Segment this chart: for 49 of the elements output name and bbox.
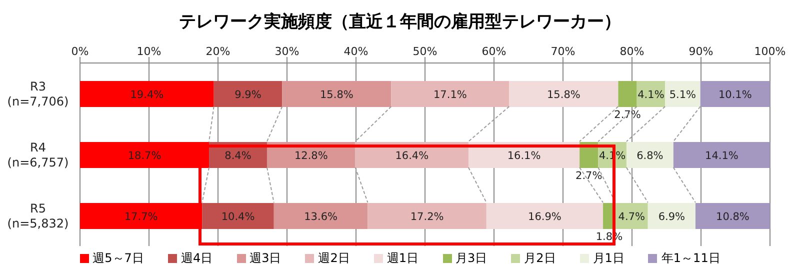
data-label: 17.1% — [434, 89, 467, 101]
data-label: 15.8% — [320, 89, 354, 101]
data-label: 10.8% — [716, 211, 750, 223]
x-tick-label: 30% — [274, 45, 300, 58]
y-tick-label: R5 (n=5,832) — [7, 202, 69, 230]
data-label: 8.4% — [224, 150, 252, 162]
legend-label: 月1日 — [592, 250, 624, 267]
legend-label: 週1日 — [386, 250, 418, 267]
x-tick-label: 90% — [688, 45, 714, 58]
legend-label: 週4日 — [180, 250, 213, 267]
x-tick-label: 10% — [136, 45, 162, 58]
data-label: 17.2% — [410, 211, 444, 223]
data-label: 2.7% — [576, 170, 602, 182]
data-label: 15.8% — [547, 89, 580, 101]
data-label: 16.4% — [395, 150, 429, 162]
data-label: 6.8% — [636, 150, 664, 162]
data-label: 17.7% — [124, 211, 158, 223]
data-label: 9.9% — [234, 89, 262, 101]
legend-label: 年1～11日 — [660, 250, 720, 267]
data-label: 12.8% — [294, 150, 328, 162]
x-tick-label: 100% — [754, 45, 786, 58]
data-label: 10.1% — [718, 89, 752, 101]
legend-label: 月3日 — [454, 250, 488, 267]
legend-label: 週2日 — [317, 250, 350, 267]
x-tick-label: 20% — [206, 45, 230, 58]
x-tick-label: 0% — [71, 45, 89, 58]
data-label: 6.9% — [658, 211, 686, 223]
data-label: 14.1% — [705, 150, 738, 162]
x-tick-label: 50% — [412, 45, 438, 58]
x-tick-label: 80% — [620, 45, 644, 58]
y-tick-label: R3 (n=7,706) — [7, 80, 69, 108]
chart-title: テレワーク実施頻度（直近１年間の雇用型テレワーカー） — [178, 11, 622, 34]
data-label: 4.7% — [618, 211, 646, 223]
legend-label: 週3日 — [248, 250, 282, 267]
data-label: 16.1% — [507, 150, 541, 162]
data-label: 16.9% — [528, 211, 562, 223]
data-label: 2.7% — [614, 109, 641, 121]
x-tick-label: 70% — [550, 45, 576, 58]
data-label: 19.4% — [130, 89, 164, 101]
data-label: 5.1% — [669, 89, 696, 101]
legend-label: 週5～7日 — [92, 250, 144, 267]
data-label: 4.1% — [638, 89, 664, 101]
legend-label: 月2日 — [523, 250, 556, 267]
data-label: 13.6% — [304, 211, 338, 223]
x-tick-label: 60% — [482, 45, 506, 58]
data-label: 10.4% — [221, 211, 255, 223]
data-label: 18.7% — [128, 150, 162, 162]
x-tick-label: 40% — [344, 45, 368, 58]
y-tick-label: R4 (n=6,757) — [7, 140, 69, 170]
